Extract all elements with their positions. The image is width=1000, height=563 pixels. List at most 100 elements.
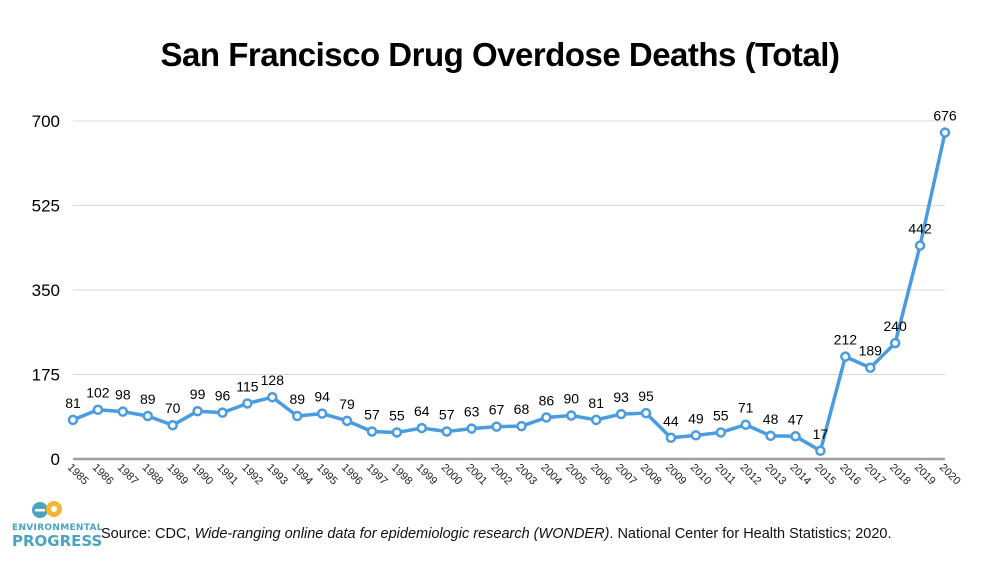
data-label: 96 — [215, 388, 231, 404]
data-point — [840, 351, 851, 362]
ep-logo-icon — [32, 501, 62, 518]
data-point — [267, 391, 278, 403]
data-point — [167, 419, 178, 431]
data-point — [466, 423, 477, 434]
x-tick-label: 1999 — [414, 462, 440, 488]
data-label: 17 — [813, 426, 829, 442]
data-label: 86 — [539, 392, 555, 408]
data-label: 79 — [339, 396, 355, 412]
data-label: 128 — [261, 372, 285, 388]
data-label: 89 — [140, 391, 156, 407]
data-label: 47 — [788, 411, 804, 427]
x-tick-label: 2017 — [862, 462, 888, 488]
data-label: 115 — [236, 378, 259, 394]
data-label: 240 — [883, 318, 907, 334]
source-title: Wide-ranging online data for epidemiolog… — [194, 526, 610, 542]
logo-line2: PROGRESS — [12, 532, 103, 550]
x-tick-label: 1992 — [239, 462, 265, 488]
x-tick-label: 1998 — [389, 462, 415, 488]
logo-line1: ENVIRONMENTAL — [12, 523, 103, 533]
y-tick-label: 175 — [32, 366, 60, 385]
x-tick-label: 1991 — [214, 462, 240, 488]
data-point — [291, 410, 303, 422]
data-label: 67 — [489, 402, 505, 418]
x-tick-label: 2012 — [738, 462, 764, 488]
data-point — [242, 398, 253, 409]
data-point — [416, 422, 428, 434]
data-label: 102 — [86, 385, 110, 401]
x-tick-label: 2011 — [713, 462, 738, 487]
y-tick-label: 350 — [32, 281, 60, 300]
data-label: 93 — [613, 389, 629, 405]
data-point — [341, 415, 353, 427]
data-point — [765, 430, 776, 442]
data-label: 94 — [314, 389, 330, 405]
data-point — [889, 337, 901, 349]
data-point — [865, 362, 876, 373]
x-tick-label: 2016 — [837, 462, 863, 488]
data-label: 81 — [65, 395, 81, 411]
x-tick-label: 2002 — [488, 462, 514, 488]
data-point — [117, 406, 129, 417]
x-tick-label: 1985 — [65, 462, 91, 488]
x-tick-label: 1996 — [339, 462, 365, 488]
y-tick-label: 700 — [32, 112, 60, 131]
data-point — [690, 430, 702, 441]
data-label: 95 — [638, 388, 654, 404]
data-label: 48 — [763, 411, 779, 427]
data-label: 98 — [115, 387, 131, 403]
data-point — [815, 445, 826, 457]
source-prefix: Source: CDC, — [101, 526, 195, 542]
source-note: Source: CDC, Wide-ranging online data fo… — [101, 526, 892, 542]
data-point — [516, 420, 527, 432]
data-label: 57 — [364, 406, 380, 422]
data-label: 212 — [834, 332, 858, 348]
x-tick-label: 2010 — [688, 462, 714, 488]
x-tick-label: 1986 — [90, 462, 116, 488]
x-tick-label: 2018 — [887, 462, 913, 488]
data-point — [740, 419, 751, 430]
x-tick-label: 2019 — [912, 462, 938, 488]
data-label: 189 — [859, 343, 883, 359]
data-point — [142, 410, 153, 422]
data-label: 44 — [663, 413, 679, 429]
data-label: 70 — [165, 400, 181, 416]
data-point — [665, 432, 677, 444]
y-tick-label: 0 — [51, 450, 60, 469]
environmental-progress-logo: ENVIRONMENTAL PROGRESS — [12, 500, 103, 550]
x-tick-label: 2003 — [513, 462, 539, 488]
x-tick-label: 1994 — [289, 462, 315, 488]
x-tick-label: 2009 — [663, 462, 689, 488]
x-tick-label: 1997 — [364, 462, 390, 488]
series-line — [72, 132, 947, 453]
data-point — [67, 414, 79, 426]
data-label: 90 — [563, 391, 579, 407]
data-label: 68 — [514, 401, 530, 417]
x-tick-label: 1995 — [314, 462, 340, 488]
data-point — [217, 407, 228, 418]
x-tick-label: 2006 — [588, 462, 614, 488]
data-label: 55 — [713, 407, 729, 423]
data-point — [491, 421, 502, 432]
x-tick-label: 2008 — [638, 462, 664, 488]
data-label: 89 — [289, 391, 305, 407]
x-tick-label: 2005 — [563, 462, 589, 488]
data-point — [615, 408, 627, 420]
x-tick-label: 2004 — [538, 462, 564, 488]
data-label: 676 — [933, 108, 957, 124]
data-point — [790, 431, 801, 442]
data-point — [192, 405, 203, 417]
y-tick-label: 525 — [32, 197, 60, 216]
data-point — [316, 408, 328, 419]
data-point — [441, 426, 452, 437]
data-point — [391, 427, 403, 438]
data-label: 49 — [688, 410, 704, 426]
x-tick-label: 2000 — [439, 462, 465, 488]
data-point — [715, 427, 727, 438]
x-tick-label: 2013 — [762, 462, 788, 488]
data-point — [939, 127, 951, 138]
x-tick-label: 2015 — [812, 462, 838, 488]
x-tick-label: 2001 — [464, 462, 490, 488]
x-tick-label: 2020 — [937, 462, 963, 488]
data-label: 442 — [908, 221, 932, 237]
